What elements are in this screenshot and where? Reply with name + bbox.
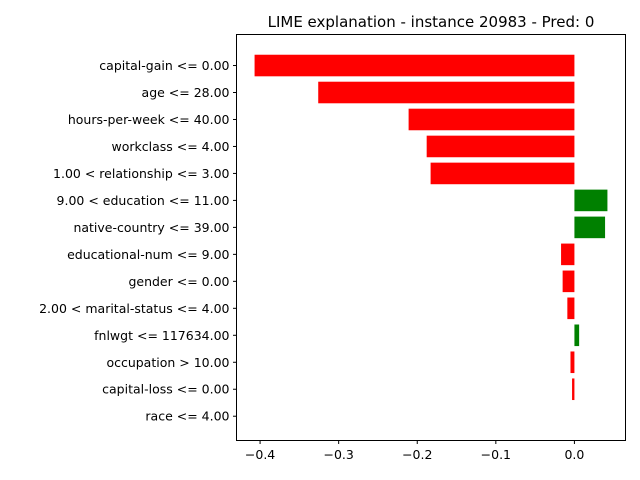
x-tick-label-0: −0.4 [245,447,275,462]
y-tick-label-6: native-country <= 39.00 [73,220,229,235]
axes-frame [236,34,626,441]
bar-6 [574,216,606,239]
y-tick-label-5: 9.00 < education <= 11.00 [57,193,230,208]
x-tick-label-4: 0.0 [564,447,584,462]
y-tick-label-4: 1.00 < relationship <= 3.00 [53,166,229,181]
y-tick-label-13: race <= 4.00 [145,409,229,424]
bar-11 [570,351,575,374]
y-tick-label-2: hours-per-week <= 40.00 [68,112,230,127]
y-tick-label-7: educational-num <= 9.00 [67,247,229,262]
y-tick-label-11: occupation > 10.00 [106,355,229,370]
x-tick-label-2: −0.2 [402,447,432,462]
x-axis-ticks: −0.4 −0.3 −0.2 −0.1 0.0 [245,440,584,462]
bar-1 [318,81,575,104]
bar-10 [574,324,580,347]
bars-group [254,54,608,401]
bar-8 [562,270,575,293]
bar-7 [561,243,575,266]
x-tick-label-3: −0.1 [481,447,511,462]
y-tick-label-12: capital-loss <= 0.00 [102,382,229,397]
y-tick-label-3: workclass <= 4.00 [111,139,229,154]
y-tick-label-9: 2.00 < marital-status <= 4.00 [39,301,229,316]
bar-3 [426,135,575,158]
bar-4 [430,162,575,185]
y-tick-labels: capital-gain <= 0.00 age <= 28.00 hours-pe… [39,58,237,424]
bar-12 [572,378,575,401]
bar-0 [254,54,575,77]
y-tick-label-8: gender <= 0.00 [128,274,229,289]
bar-2 [408,108,575,131]
y-tick-label-1: age <= 28.00 [142,85,230,100]
y-tick-label-0: capital-gain <= 0.00 [99,58,229,73]
x-tick-label-1: −0.3 [323,447,353,462]
bar-5 [574,189,608,212]
bar-9 [567,297,575,320]
y-tick-label-10: fnlwgt <= 117634.00 [94,328,229,343]
chart-title: LIME explanation - instance 20983 - Pred… [268,13,595,31]
